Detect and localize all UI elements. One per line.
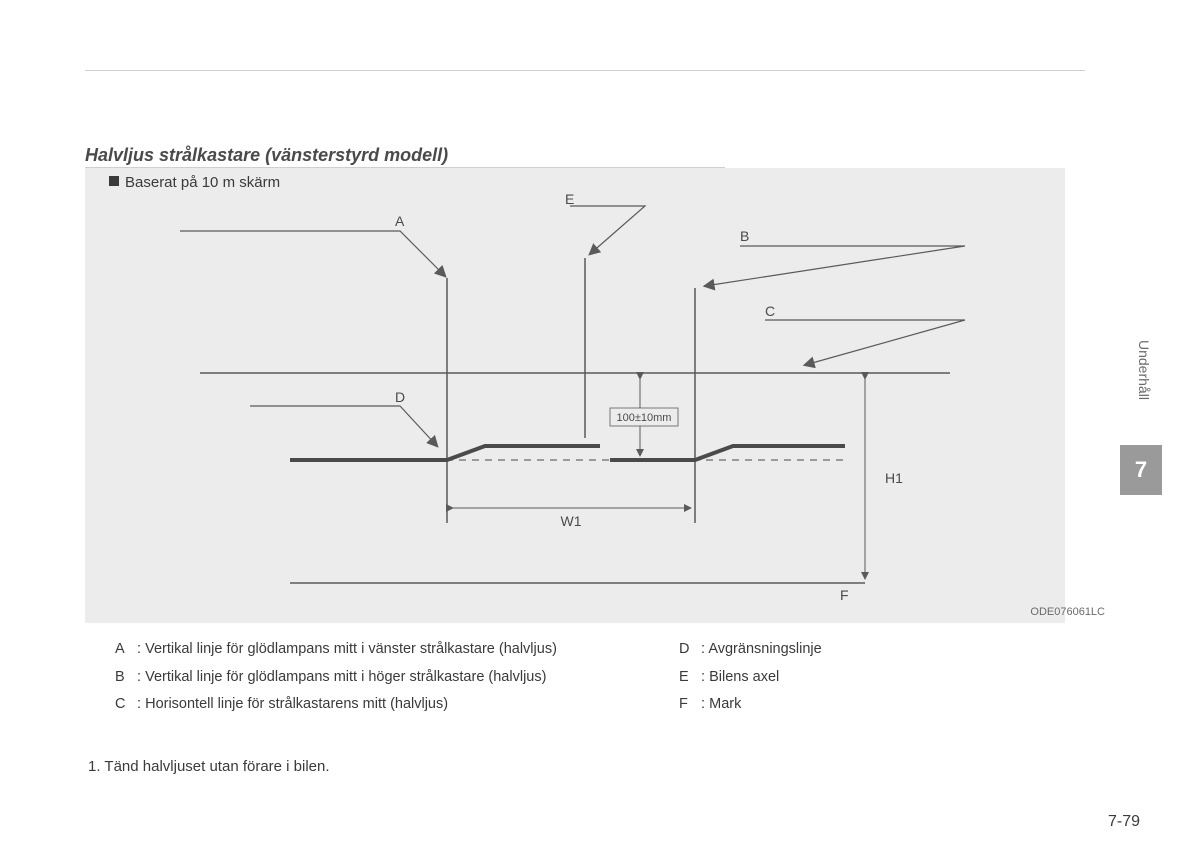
legend-item-A: A : Vertikal linje för glödlampans mitt … xyxy=(115,636,675,664)
top-rule xyxy=(85,70,1085,71)
label-A: A xyxy=(395,213,405,229)
diagram-svg: A E B C D 100±10mm W1 xyxy=(85,168,1065,623)
label-tolerance: 100±10mm xyxy=(617,412,672,424)
page-number: 7-79 xyxy=(1108,813,1140,831)
legend-item-D: D : Avgränsningslinje xyxy=(679,636,979,664)
side-chapter-tab: 7 xyxy=(1120,445,1162,495)
label-B: B xyxy=(740,228,749,244)
headlight-aim-diagram: Baserat på 10 m skärm A E B C D xyxy=(85,168,1065,623)
legend-item-B: B : Vertikal linje för glödlampans mitt … xyxy=(115,664,675,692)
legend-item-E: E : Bilens axel xyxy=(679,664,979,692)
label-F: F xyxy=(840,587,849,603)
label-C: C xyxy=(765,303,775,319)
label-D: D xyxy=(395,389,405,405)
label-H1: H1 xyxy=(885,470,903,486)
label-E: E xyxy=(565,191,574,207)
side-section-label: Underhåll xyxy=(1136,340,1152,400)
label-W1: W1 xyxy=(561,513,582,529)
diagram-ref-code: ODE076061LC xyxy=(1030,606,1105,618)
page-title: Halvljus strålkastare (vänsterstyrd mode… xyxy=(85,145,448,166)
legend-item-F: F : Mark xyxy=(679,691,979,719)
legend: A : Vertikal linje för glödlampans mitt … xyxy=(115,636,1070,719)
legend-item-C: C : Horisontell linje för strålkastarens… xyxy=(115,691,675,719)
step-1: 1. Tänd halvljuset utan förare i bilen. xyxy=(88,758,330,775)
